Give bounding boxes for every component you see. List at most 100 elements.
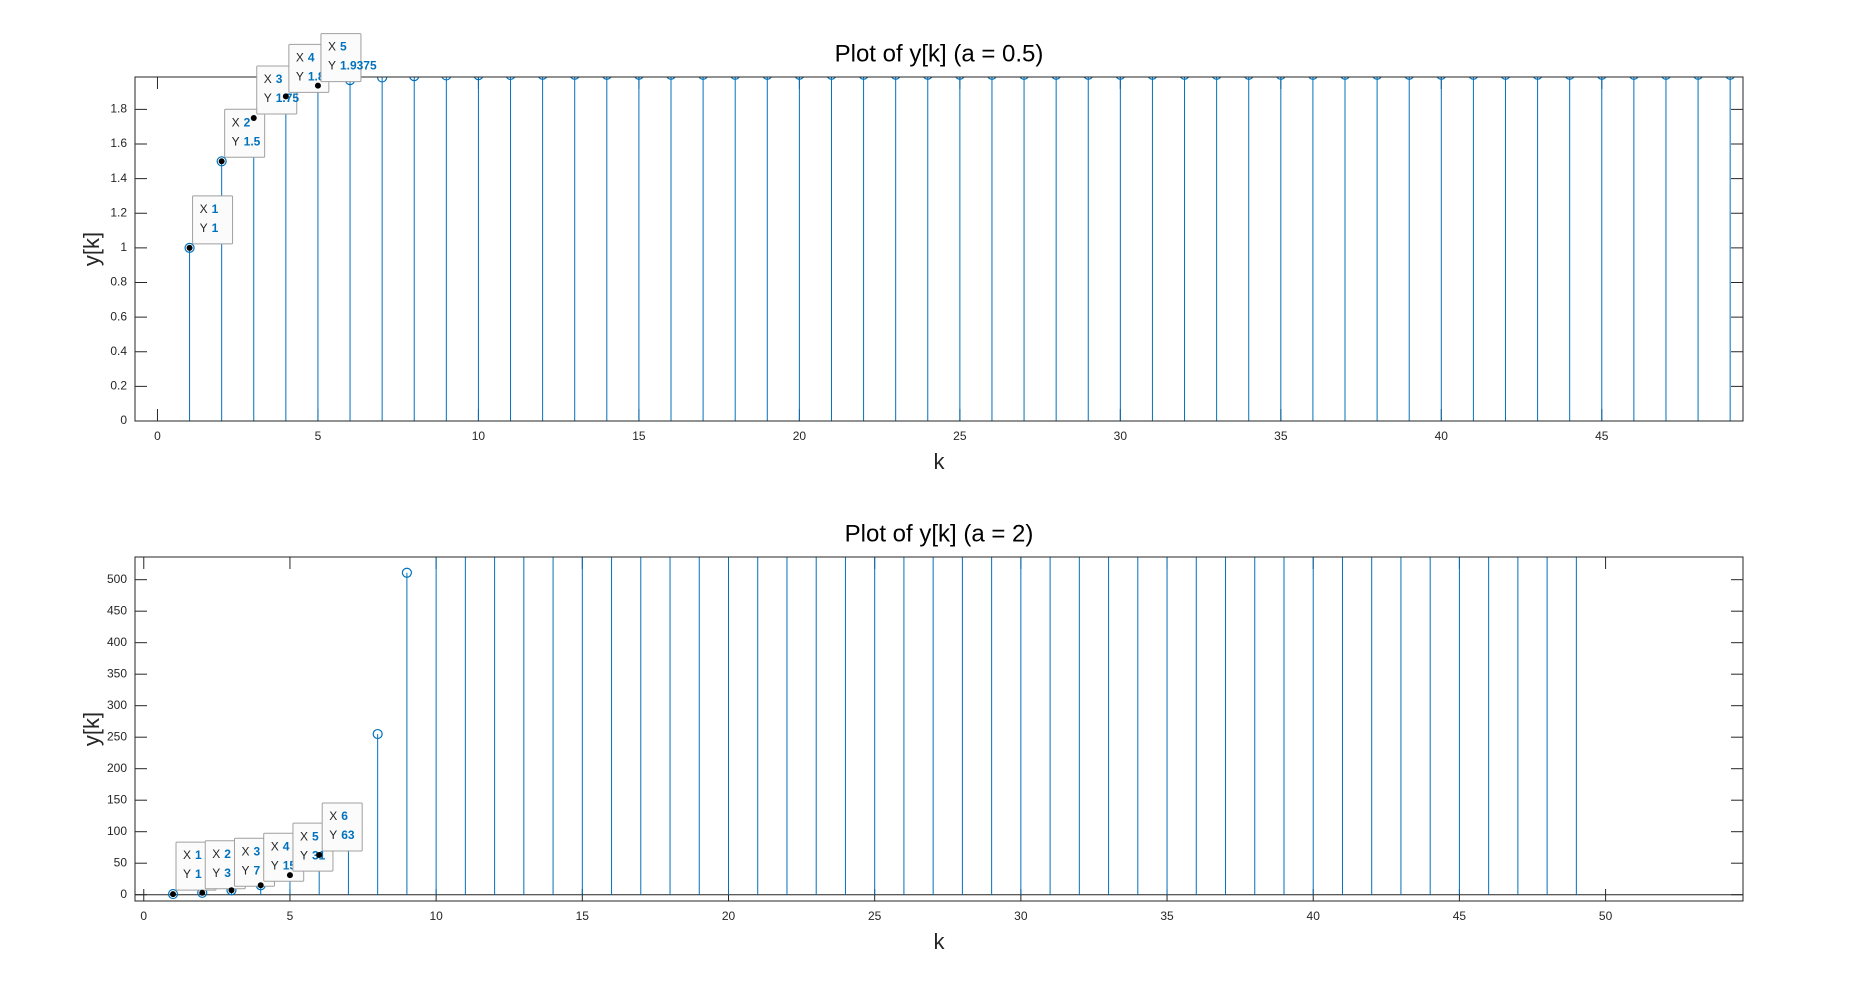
- stem-marker: [987, 77, 997, 80]
- datatip-box: [320, 33, 362, 83]
- datatip-x-value: 5: [312, 829, 319, 843]
- stem-marker: [1565, 77, 1575, 80]
- datatip-y-value: 1.5: [244, 134, 261, 148]
- stem-marker: [1533, 77, 1543, 80]
- datatip-x-value: 3: [276, 72, 283, 86]
- x-axis-label: k: [934, 929, 946, 954]
- x-tick-label: 25: [953, 429, 967, 443]
- datatip-x-value: 1: [212, 202, 219, 216]
- datatip: X 2Y 1.5: [218, 108, 266, 165]
- datatip-y-key: Y: [329, 828, 337, 842]
- datatip-y-key: Y: [212, 866, 220, 880]
- datatip: X 1Y 1: [186, 195, 234, 251]
- datatip-marker: [186, 244, 193, 251]
- x-tick-label: 35: [1160, 909, 1174, 923]
- x-tick-label: 20: [793, 429, 807, 443]
- stem-marker: [923, 77, 933, 80]
- datatip-x-value: 4: [283, 839, 290, 853]
- datatip-x-key: X: [329, 809, 337, 823]
- stem-marker: [1597, 77, 1607, 80]
- plot-area: [135, 557, 1743, 901]
- y-tick-label: 1: [120, 240, 127, 254]
- y-axis-label: y[k]: [79, 232, 104, 266]
- datatip-x-value: 6: [341, 809, 348, 823]
- stem-marker: [216, 156, 227, 167]
- axes-box: [134, 76, 1744, 422]
- stem-marker: [401, 567, 412, 578]
- datatip-y-key: Y: [296, 70, 304, 84]
- datatip-marker: [218, 158, 225, 165]
- datatip-marker: [257, 882, 264, 889]
- x-tick-label: 35: [1274, 429, 1288, 443]
- stem-marker: [1212, 77, 1222, 80]
- y-tick-label: 100: [107, 824, 127, 838]
- x-tick-label: 40: [1307, 909, 1321, 923]
- stem-marker: [794, 77, 804, 80]
- datatip-y-key: Y: [241, 863, 249, 877]
- stem-marker: [602, 77, 612, 80]
- datatip-y-value: 1: [212, 221, 219, 235]
- plot-content: [135, 557, 1743, 904]
- x-tick-label: 45: [1595, 429, 1609, 443]
- datatip-x-value: 4: [308, 51, 315, 65]
- datatip-y-key: Y: [300, 848, 308, 862]
- y-tick-label: 50: [114, 855, 128, 869]
- datatip-x-value: 1: [195, 848, 202, 862]
- stem-marker: [1436, 77, 1446, 80]
- datatip-x-key: X: [183, 848, 191, 862]
- stem-marker: [858, 77, 869, 80]
- axes-box: [134, 556, 1744, 902]
- stem-marker: [441, 77, 452, 81]
- plot-content: [184, 77, 1735, 421]
- stem-marker: [730, 77, 740, 80]
- stem-marker: [1308, 77, 1318, 80]
- datatip-box: [224, 108, 266, 158]
- axes: Plot of y[k] (a = 0.5) k y[k] 0 0.2 0.4 0.6 0.8…: [79, 33, 1744, 474]
- stem-marker: [1500, 77, 1511, 80]
- y-tick-label: 450: [107, 603, 127, 617]
- datatip-x-value: 2: [244, 115, 251, 129]
- y-tick-label: 200: [107, 761, 127, 775]
- x-tick-label: 30: [1114, 429, 1128, 443]
- y-tick-label: 1.2: [110, 205, 127, 219]
- datatip-marker: [314, 82, 321, 89]
- datatip-x-value: 3: [253, 844, 260, 858]
- stem-marker: [1244, 77, 1254, 80]
- stem-marker: [1179, 77, 1190, 80]
- datatip-y-key: Y: [183, 867, 191, 881]
- datatip-y-key: Y: [232, 134, 240, 148]
- datatip-x-key: X: [212, 847, 220, 861]
- stem-marker: [1629, 77, 1639, 80]
- y-tick-label: 300: [107, 698, 127, 712]
- y-tick-label: 1.6: [110, 136, 127, 150]
- datatip-x-key: X: [328, 40, 336, 54]
- stem-marker: [1661, 77, 1671, 80]
- x-tick-label: 0: [140, 909, 147, 923]
- datatip-marker: [286, 872, 293, 879]
- stem-marker: [409, 77, 420, 82]
- y-tick-label: 500: [107, 572, 127, 586]
- x-tick-label: 10: [472, 429, 486, 443]
- datatip-y-value: 3: [224, 866, 231, 880]
- stem-marker: [1693, 77, 1703, 80]
- x-tick-label: 5: [287, 909, 294, 923]
- datatip-y-key: Y: [264, 91, 272, 105]
- stem-marker: [1468, 77, 1478, 80]
- x-tick-label: 20: [722, 909, 736, 923]
- x-tick-label: 15: [576, 909, 590, 923]
- stem-marker: [167, 888, 179, 900]
- datatip-marker: [170, 891, 177, 898]
- x-tick-label: 50: [1599, 909, 1613, 923]
- axes: Plot of y[k] (a = 2)ky[k]050100150200250…: [79, 520, 1744, 954]
- y-tick-label: 0: [120, 413, 127, 427]
- stem-marker: [1276, 77, 1286, 80]
- stem-marker: [826, 77, 837, 80]
- datatip-x-key: X: [264, 72, 272, 86]
- x-tick-label: 10: [429, 909, 443, 923]
- stem-marker: [372, 728, 383, 740]
- datatip-box: [192, 195, 234, 245]
- y-tick-label: 0.4: [110, 344, 127, 358]
- stem-marker: [473, 77, 484, 81]
- y-tick-label: 1.8: [110, 102, 127, 116]
